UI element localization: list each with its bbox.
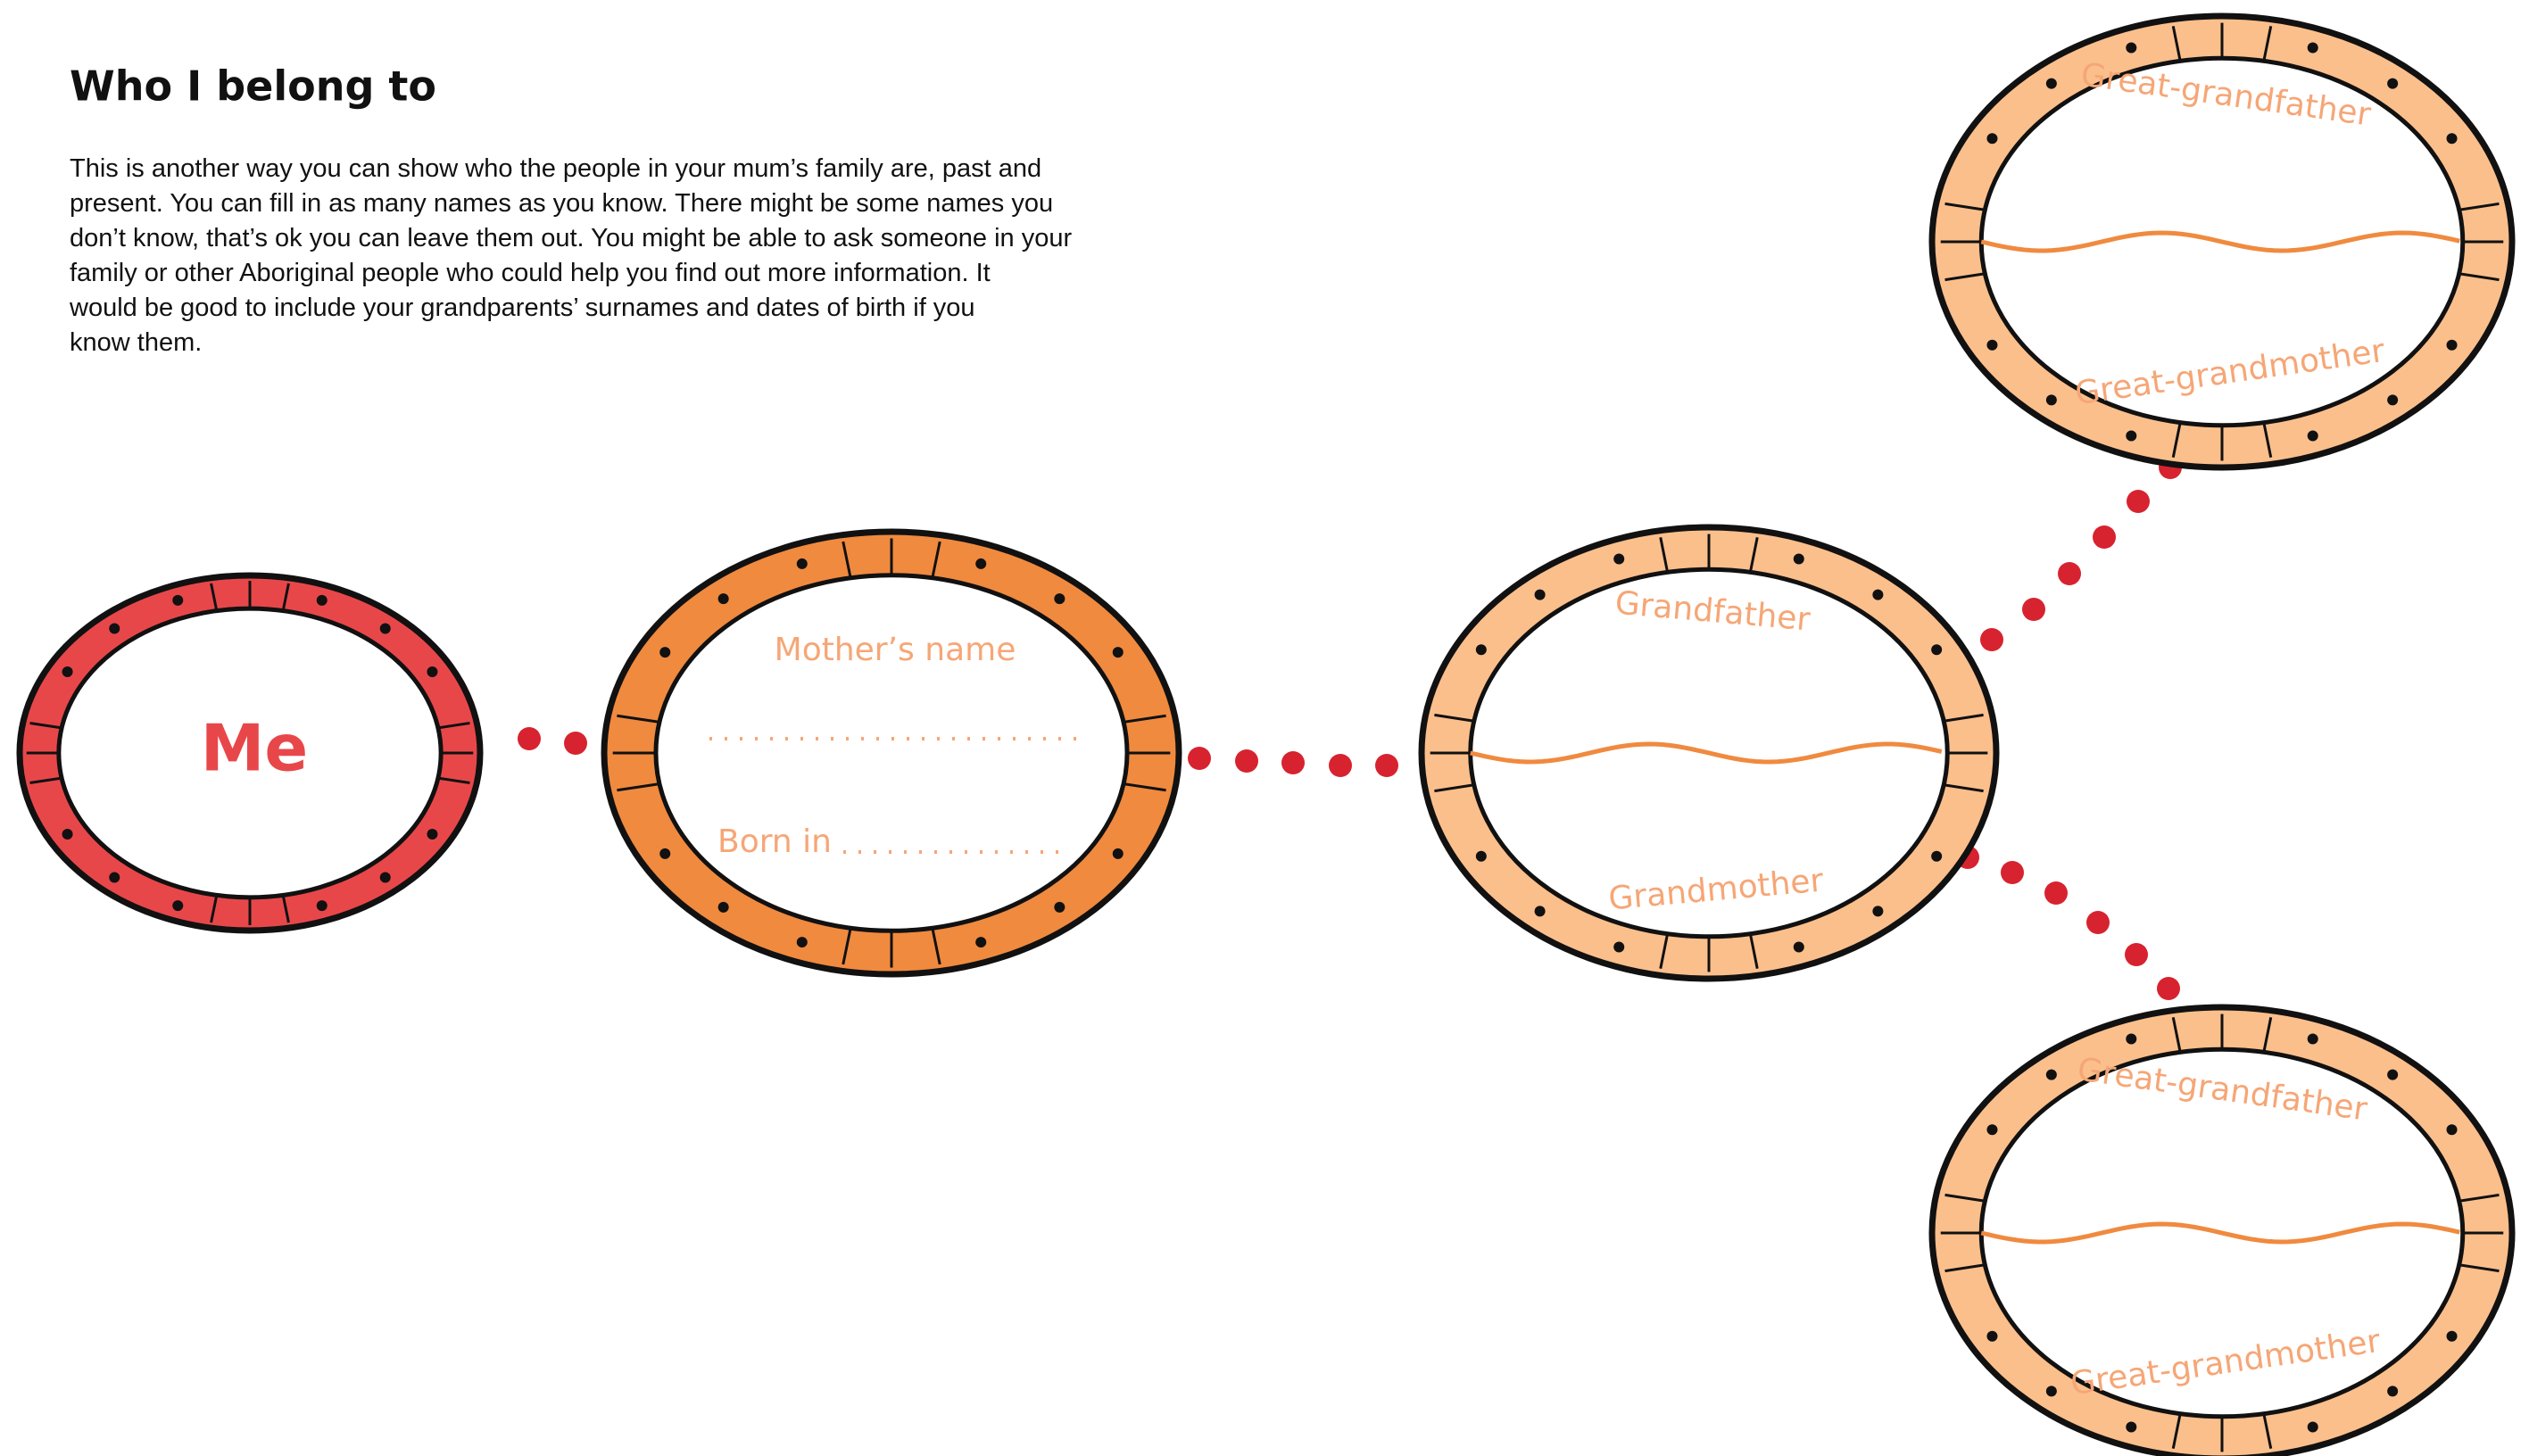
dot bbox=[2001, 861, 2024, 884]
paragraph-line: would be good to include your grandparen… bbox=[69, 294, 975, 322]
dot bbox=[1375, 754, 1398, 777]
paragraph-line: don’t know, that’s ok you can leave them… bbox=[70, 224, 1072, 252]
pattern-dot bbox=[1113, 647, 1124, 658]
pattern-dot bbox=[317, 900, 328, 911]
pattern-dot bbox=[1613, 553, 1624, 564]
dot bbox=[2125, 943, 2148, 966]
pattern-dot bbox=[797, 937, 808, 947]
dot bbox=[1188, 747, 1211, 770]
pattern-dot bbox=[2126, 42, 2136, 53]
paragraph: This is another way you can show who the… bbox=[69, 154, 1072, 357]
pattern-dot bbox=[1535, 906, 1546, 916]
pattern-dot bbox=[797, 558, 808, 569]
dot bbox=[2093, 525, 2116, 549]
paragraph-line: know them. bbox=[70, 328, 202, 357]
pattern-dot bbox=[1794, 942, 1804, 953]
pattern-dot bbox=[1794, 553, 1804, 564]
pattern-dot bbox=[1476, 851, 1487, 862]
pattern-dot bbox=[1613, 942, 1624, 953]
pattern-dot bbox=[1054, 593, 1065, 604]
dot bbox=[1329, 754, 1352, 777]
pattern-dot bbox=[1986, 1124, 1997, 1135]
pattern-dot bbox=[380, 624, 391, 634]
pattern-dot bbox=[1931, 644, 1942, 655]
pattern-dot bbox=[109, 872, 120, 882]
pattern-dot bbox=[2447, 133, 2458, 144]
pattern-dot bbox=[172, 595, 183, 606]
pattern-dot bbox=[2308, 431, 2318, 442]
pattern-dot bbox=[62, 829, 73, 840]
dot bbox=[2086, 911, 2110, 934]
pattern-dot bbox=[2308, 42, 2318, 53]
pattern-dot bbox=[2308, 1033, 2318, 1044]
pattern-dot bbox=[659, 848, 670, 859]
mother-name-label: Mother’s name bbox=[775, 632, 1016, 668]
pattern-dot bbox=[172, 900, 183, 911]
pattern-dot bbox=[2447, 340, 2458, 351]
pattern-dot bbox=[1986, 1331, 1997, 1342]
pattern-dot bbox=[975, 937, 986, 947]
pattern-dot bbox=[2126, 1033, 2136, 1044]
dot bbox=[2022, 598, 2045, 621]
dot bbox=[2127, 490, 2150, 513]
pattern-dot bbox=[2046, 1070, 2057, 1080]
pattern-dot bbox=[427, 666, 437, 677]
pattern-dot bbox=[659, 647, 670, 658]
paragraph-line: family or other Aboriginal people who co… bbox=[70, 259, 991, 287]
page: Who I belong to This is another way you … bbox=[0, 0, 2529, 1456]
dot bbox=[2058, 562, 2081, 585]
pattern-dot bbox=[1054, 902, 1065, 913]
pattern-dot bbox=[2046, 394, 2057, 405]
pattern-dot bbox=[2387, 79, 2398, 89]
pattern-dot bbox=[2387, 1070, 2398, 1080]
pattern-dot bbox=[62, 666, 73, 677]
pattern-dot bbox=[2126, 431, 2136, 442]
pattern-dot bbox=[2447, 1124, 2458, 1135]
dot bbox=[564, 732, 587, 755]
dot bbox=[2157, 977, 2180, 1000]
pattern-dot bbox=[2046, 79, 2057, 89]
pattern-dot bbox=[718, 593, 729, 604]
dot bbox=[2044, 881, 2068, 905]
dot bbox=[1281, 751, 1305, 774]
pattern-dot bbox=[718, 902, 729, 913]
pattern-dot bbox=[1872, 590, 1883, 600]
me-label: Me bbox=[201, 711, 308, 786]
pattern-dot bbox=[2126, 1422, 2136, 1433]
dot bbox=[1235, 749, 1258, 773]
pattern-dot bbox=[1986, 133, 1997, 144]
born-in-label: Born in bbox=[717, 823, 832, 860]
pattern-dot bbox=[1476, 644, 1487, 655]
dot bbox=[518, 727, 541, 750]
pattern-dot bbox=[1113, 848, 1124, 859]
paragraph-line: This is another way you can show who the… bbox=[70, 154, 1041, 183]
pattern-dot bbox=[1931, 851, 1942, 862]
pattern-dot bbox=[317, 595, 328, 606]
pattern-dot bbox=[1986, 340, 1997, 351]
pattern-dot bbox=[2308, 1422, 2318, 1433]
pattern-dot bbox=[975, 558, 986, 569]
paragraph-line: present. You can fill in as many names a… bbox=[70, 189, 1053, 218]
pattern-dot bbox=[109, 624, 120, 634]
pattern-dot bbox=[380, 872, 391, 882]
title: Who I belong to bbox=[70, 62, 436, 111]
pattern-dot bbox=[2387, 394, 2398, 405]
pattern-dot bbox=[1535, 590, 1546, 600]
pattern-dot bbox=[2046, 1386, 2057, 1396]
pattern-dot bbox=[1872, 906, 1883, 916]
pattern-dot bbox=[2447, 1331, 2458, 1342]
pattern-dot bbox=[427, 829, 437, 840]
dot bbox=[1980, 628, 2003, 651]
pattern-dot bbox=[2387, 1386, 2398, 1396]
oval-inner bbox=[656, 575, 1127, 931]
